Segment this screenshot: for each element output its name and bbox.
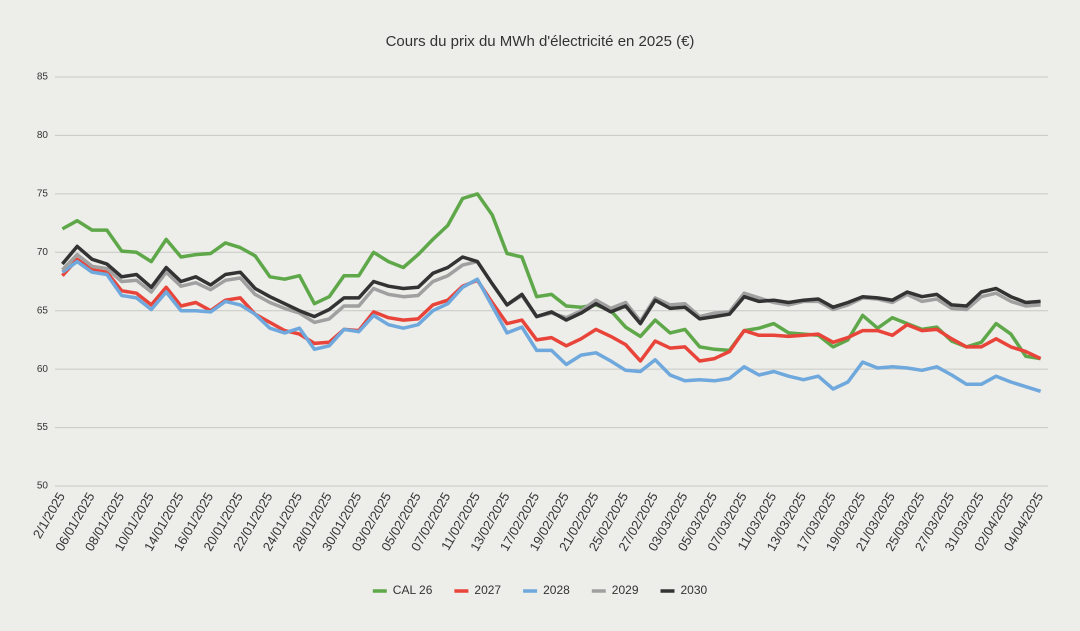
series-line xyxy=(61,192,1041,361)
series-line xyxy=(61,244,1041,326)
chart-title: Cours du prix du MWh d'électricité en 20… xyxy=(386,33,695,50)
legend-label: 2027 xyxy=(474,583,501,597)
series-line xyxy=(61,259,1042,393)
y-tick-label: 55 xyxy=(37,422,49,433)
y-tick-label: 50 xyxy=(37,481,49,492)
legend: CAL 26 2027 2028 2029 2030 xyxy=(372,583,708,597)
y-tick-label: 70 xyxy=(37,247,49,258)
legend-label: 2029 xyxy=(612,583,639,597)
y-tick-label: 80 xyxy=(37,130,49,141)
y-tick-label: 65 xyxy=(37,305,49,316)
y-tick-label: 75 xyxy=(37,188,49,199)
legend-label: CAL 26 xyxy=(393,583,433,597)
legend-label: 2030 xyxy=(681,583,708,597)
legend-label: 2028 xyxy=(543,583,570,597)
y-tick-label: 85 xyxy=(37,72,49,83)
y-tick-label: 60 xyxy=(37,364,49,375)
